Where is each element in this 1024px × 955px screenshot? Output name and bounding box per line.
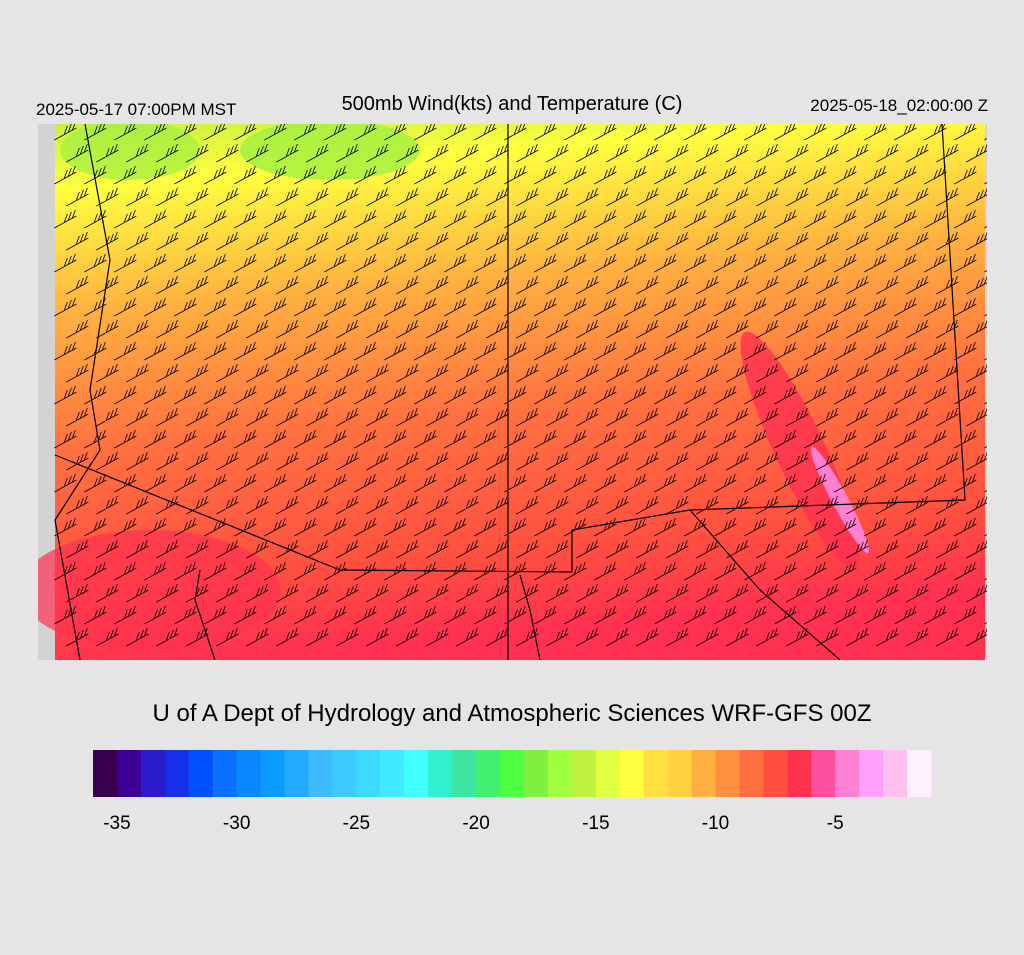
warm-core [810,446,870,554]
colorbar-tick-label: -20 [462,813,489,834]
map-title: 500mb Wind(kts) and Temperature (C) [342,93,683,115]
colorbar-swatch [811,750,836,797]
colorbar-swatch [404,750,429,797]
colorbar-swatch [523,750,549,797]
colorbar-swatch [739,750,764,797]
colorbar-tick-label: -5 [827,813,844,834]
colorbar-swatch [236,750,262,797]
colorbar-swatch [763,750,788,797]
colorbar-swatch [500,750,525,797]
wind-barbs [54,124,987,647]
map [38,124,987,660]
colorbar-swatch [691,750,717,797]
colorbar-swatch [308,750,333,797]
colorbar-swatch [595,750,621,797]
colorbar-swatch [260,750,286,797]
colorbar-swatch [116,750,142,797]
valid-time-utc: 2025-05-18_02:00:00 Z [810,96,988,115]
colorbar-swatch [332,750,357,797]
colorbar-swatch [571,750,597,797]
colorbar-swatch [428,750,453,797]
colorbar-swatch [380,750,405,797]
colorbar-swatch [547,750,573,797]
colorbar-tick-label: -10 [702,813,729,834]
footer: U of A Dept of Hydrology and Atmospheric… [153,700,872,727]
colorbar-swatch [643,750,669,797]
colorbar-swatch [140,750,166,797]
colorbar-swatch [164,750,190,797]
colorbar-swatch [907,750,932,797]
cold-pocket [240,124,420,180]
colorbar-swatch [356,750,381,797]
colorbar-swatch [284,750,309,797]
colorbar-tick-label: -30 [223,813,250,834]
warm-band [740,331,860,569]
barb-path [54,124,987,647]
colorbar-swatch [619,750,645,797]
colorbar-swatch [883,750,908,797]
colorbar-swatch [835,750,860,797]
colorbar-swatch [715,750,740,797]
colorbar-tick-label: -25 [343,813,370,834]
colorbar-swatch [93,750,118,797]
colorbar-swatch [787,750,812,797]
colorbar-tick-label: -15 [582,813,609,834]
colorbar-swatch [188,750,214,797]
valid-time-local: 2025-05-17 07:00PM MST [36,100,236,119]
colorbar: -35 -30 -25 -20 -15 -10 -5 [93,750,932,834]
colorbar-swatch [859,750,884,797]
colorbar-swatch [452,750,477,797]
colorbar-tick-label: -35 [103,813,130,834]
colorbar-swatch [212,750,238,797]
colorbar-swatch [476,750,501,797]
warm-area [38,530,280,650]
state-borders [54,124,966,660]
colorbar-swatch [667,750,693,797]
